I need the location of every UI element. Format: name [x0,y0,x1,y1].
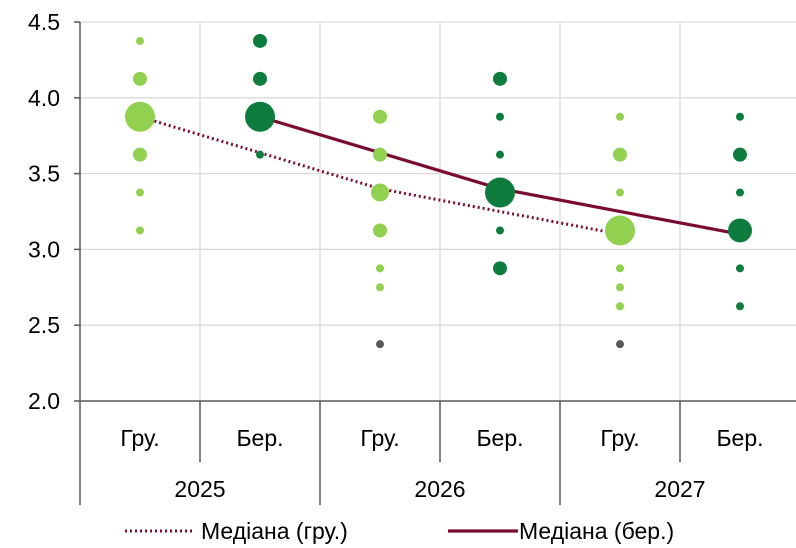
dots-layer [125,33,752,349]
dot-marker [493,261,507,276]
y-tick-label: 4.5 [28,9,60,35]
dot-marker [253,71,267,86]
x-category-label: Гру. [120,425,159,451]
dot-marker [371,183,389,202]
axes: 2.0 2.5 3.0 3.5 4.0 4.5 Гру. Бер. Гру. Бер. Гру. Бе… [28,9,796,505]
legend-label-dec: Медіана (гру.) [201,518,348,544]
dot-marker [493,71,507,86]
dot-marker [373,109,387,124]
dot-marker [125,101,155,132]
gridlines [80,21,796,401]
dot-marker [736,302,744,311]
dot-marker [485,177,515,208]
dot-marker [616,188,624,197]
x-category-label: Бер. [236,425,283,451]
dot-marker [373,223,387,238]
x-year-label: 2025 [174,476,225,502]
dot-marker [616,302,624,311]
x-year-label: 2026 [414,476,465,502]
dot-marker [733,147,747,162]
y-tick-label: 4.0 [28,85,60,111]
dot-marker [256,150,264,159]
dot-marker [736,188,744,197]
dot-marker [253,33,267,48]
x-category-label: Бер. [476,425,523,451]
dot-marker [616,112,624,121]
dot-marker [605,215,635,246]
y-tick-label: 3.0 [28,236,60,262]
dot-marker [496,112,504,121]
dot-marker [616,264,624,273]
median-line-dec [139,115,621,236]
dot-marker [136,36,144,45]
x-category-label: Бер. [716,425,763,451]
dot-marker [376,264,384,273]
legend: Медіана (гру.) Медіана (бер.) [125,518,674,544]
dot-marker [616,283,624,292]
x-category-label: Гру. [360,425,399,451]
x-year-label: 2027 [654,476,705,502]
dot-marker [136,226,144,235]
dot-marker [728,218,752,243]
dot-marker [373,147,387,162]
dot-marker [613,147,627,162]
dot-marker [136,188,144,197]
y-tick-label: 3.5 [28,161,60,187]
dot-marker [736,264,744,273]
dot-marker [496,226,504,235]
dot-marker [376,283,384,292]
dot-marker [133,71,147,86]
dot-marker [133,147,147,162]
dot-marker [736,112,744,121]
dot-marker [245,101,275,132]
dot-marker [376,340,384,349]
dot-marker [616,340,624,349]
x-category-label: Гру. [600,425,639,451]
legend-label-mar: Медіана (бер.) [519,518,674,544]
y-tick-label: 2.0 [28,388,60,414]
y-tick-label: 2.5 [28,312,60,338]
dot-marker [496,150,504,159]
